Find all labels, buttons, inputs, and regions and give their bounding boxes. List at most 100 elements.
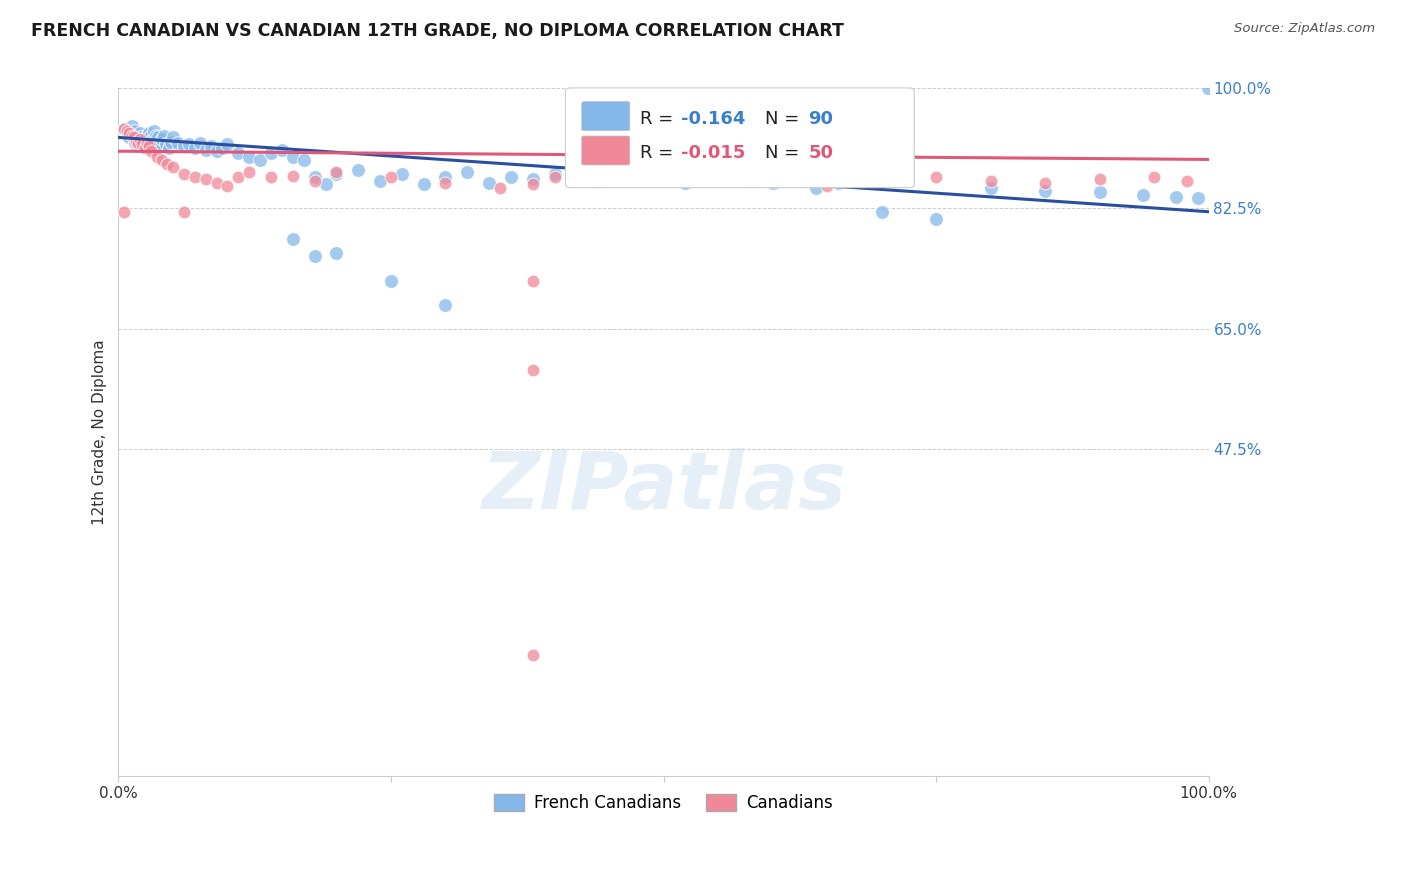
Text: N =: N = — [765, 110, 804, 128]
Point — [870, 204, 893, 219]
Point — [980, 180, 1002, 194]
Point — [673, 176, 696, 190]
Point — [522, 648, 544, 663]
Point — [391, 167, 413, 181]
Point — [815, 178, 838, 193]
Point — [1175, 174, 1198, 188]
Point — [150, 153, 173, 168]
Point — [238, 150, 260, 164]
Point — [153, 129, 176, 144]
Point — [112, 122, 135, 136]
Point — [925, 170, 948, 185]
Text: -0.015: -0.015 — [681, 145, 745, 162]
Point — [522, 273, 544, 287]
Point — [260, 170, 283, 185]
Point — [1033, 176, 1056, 190]
Point — [149, 136, 172, 150]
Point — [157, 141, 180, 155]
Point — [146, 130, 169, 145]
Point — [434, 176, 457, 190]
Point — [125, 135, 148, 149]
Point — [184, 170, 207, 185]
Point — [228, 170, 250, 185]
Point — [141, 144, 163, 158]
Text: Source: ZipAtlas.com: Source: ZipAtlas.com — [1234, 22, 1375, 36]
Point — [129, 126, 152, 140]
Point — [543, 167, 565, 181]
Point — [304, 174, 326, 188]
Point — [194, 171, 217, 186]
Point — [124, 136, 146, 150]
Point — [134, 141, 156, 155]
Point — [112, 122, 135, 136]
Point — [761, 174, 783, 188]
Point — [134, 132, 156, 146]
Point — [135, 137, 157, 152]
Point — [740, 174, 762, 188]
Point — [162, 130, 184, 145]
Point — [522, 178, 544, 192]
Point — [135, 136, 157, 150]
Point — [304, 170, 326, 185]
Point — [238, 165, 260, 179]
Point — [456, 165, 478, 179]
Point — [1187, 191, 1209, 205]
Text: R =: R = — [640, 110, 679, 128]
Point — [325, 246, 347, 260]
Y-axis label: 12th Grade, No Diploma: 12th Grade, No Diploma — [93, 339, 107, 524]
Point — [717, 170, 740, 185]
FancyBboxPatch shape — [582, 102, 630, 130]
Point — [271, 143, 294, 157]
Point — [167, 136, 190, 150]
Point — [368, 174, 391, 188]
Point — [136, 135, 159, 149]
FancyBboxPatch shape — [565, 88, 914, 187]
Point — [141, 141, 163, 155]
Point — [145, 136, 167, 150]
Point — [281, 169, 304, 183]
Point — [205, 176, 228, 190]
Point — [707, 170, 730, 185]
Point — [132, 139, 155, 153]
Point — [179, 137, 201, 152]
Point — [121, 129, 143, 144]
Point — [138, 139, 160, 153]
Point — [304, 249, 326, 263]
Point — [135, 129, 157, 144]
Point — [141, 137, 163, 152]
Point — [1197, 81, 1219, 95]
Point — [434, 170, 457, 185]
Text: 50: 50 — [808, 145, 834, 162]
Point — [122, 123, 145, 137]
Point — [142, 132, 165, 146]
Point — [200, 139, 222, 153]
Point — [489, 180, 512, 194]
Point — [522, 171, 544, 186]
Point — [565, 170, 588, 185]
Point — [115, 126, 138, 140]
Point — [127, 136, 149, 150]
Point — [1143, 170, 1166, 185]
Point — [131, 130, 153, 145]
Point — [155, 137, 177, 152]
Point — [125, 129, 148, 144]
Point — [609, 170, 631, 185]
Point — [652, 170, 675, 185]
Point — [162, 160, 184, 174]
Point — [138, 126, 160, 140]
Point — [112, 204, 135, 219]
Point — [143, 123, 166, 137]
Point — [1088, 186, 1111, 200]
Point — [522, 363, 544, 377]
Point — [145, 150, 167, 164]
Point — [281, 150, 304, 164]
Point — [249, 153, 271, 168]
Point — [205, 144, 228, 158]
Text: 90: 90 — [808, 110, 834, 128]
Point — [173, 167, 195, 181]
Point — [148, 139, 170, 153]
Point — [783, 171, 806, 186]
Point — [115, 123, 138, 137]
Point — [870, 171, 893, 186]
Point — [131, 136, 153, 150]
